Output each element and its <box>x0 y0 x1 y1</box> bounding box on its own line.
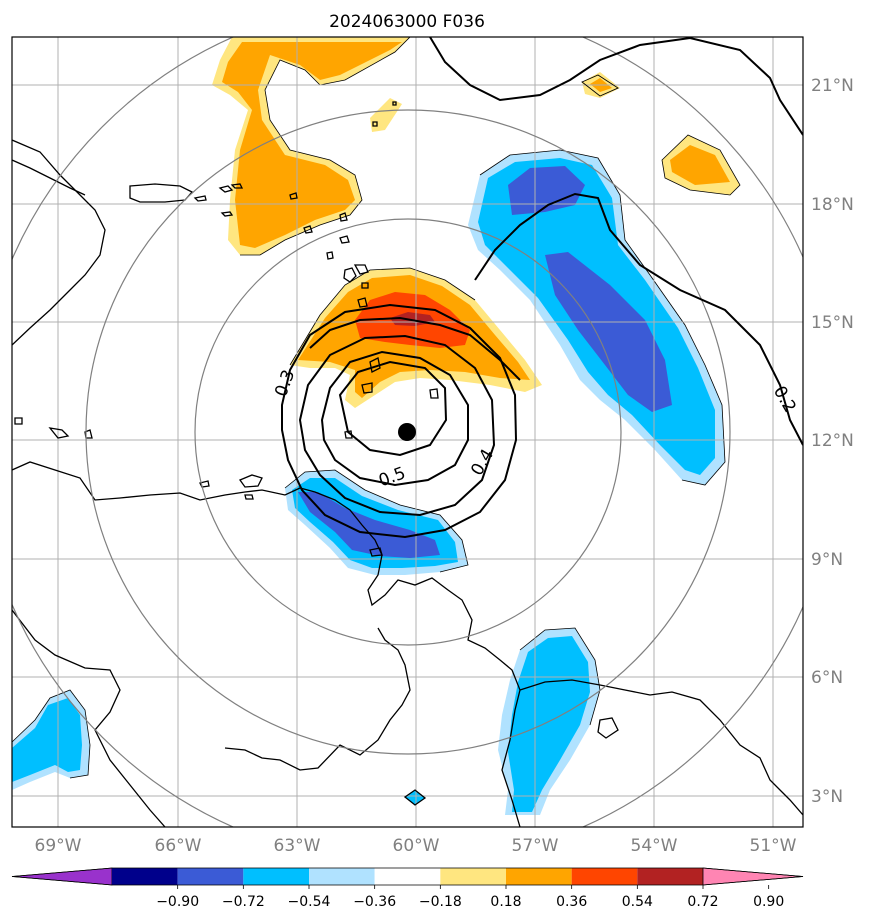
colorbar-tick-label: 0.72 <box>687 894 718 910</box>
colorbar-tick-label: −0.18 <box>419 894 462 910</box>
lat-label-3n: 3°N <box>811 787 843 807</box>
negative-band-east-royal-1 <box>508 166 585 215</box>
colorbar: −0.90 −0.72 −0.54 −0.36 −0.18 0.18 0.36 0.54 0.7… <box>11 867 804 910</box>
negative-area-southwest-sky <box>12 698 82 782</box>
positive-area-small-1 <box>370 98 402 132</box>
colorbar-bin <box>309 868 375 885</box>
colorbar-tick-label: 0.54 <box>622 894 653 910</box>
colorbar-tick-label: −0.54 <box>288 894 331 910</box>
lat-labels: 21°N 18°N 15°N 12°N 9°N 6°N 3°N <box>811 76 854 807</box>
lon-label-66w: 66°W <box>155 836 202 856</box>
colorbar-bin <box>440 868 506 885</box>
colorbar-bin <box>177 868 244 885</box>
lat-label-12n: 12°N <box>811 431 854 451</box>
negative-band-east-royal-2 <box>545 252 672 412</box>
colorbar-bin <box>637 868 703 885</box>
lat-label-15n: 15°N <box>811 313 854 333</box>
storm-center-marker <box>398 423 416 441</box>
map-panel: 0.3 0.4 0.5 0.2 <box>11 36 804 828</box>
bold-contours <box>281 37 803 539</box>
colorbar-tick-label: −0.90 <box>156 894 199 910</box>
coastline-south-america <box>12 461 521 827</box>
lon-label-69w: 69°W <box>35 836 82 856</box>
lat-label-18n: 18°N <box>811 195 854 215</box>
colorbar-tick-label: −0.36 <box>353 894 396 910</box>
coastline-caribbean-west <box>12 139 106 346</box>
lon-label-57w: 57°W <box>512 836 559 856</box>
contour-0-2-north <box>429 37 803 136</box>
contour-0-5 <box>320 350 469 487</box>
contour-0-2-center-north <box>309 316 521 381</box>
colorbar-bin <box>571 868 638 885</box>
negative-band-south-royal <box>298 492 440 558</box>
lon-label-54w: 54°W <box>631 836 678 856</box>
contour-0-5-inner <box>338 360 448 457</box>
positive-area-east-inner <box>670 145 730 185</box>
colorbar-tick-label: −0.72 <box>222 894 265 910</box>
shading-outlines <box>12 37 741 779</box>
lat-label-21n: 21°N <box>811 76 854 96</box>
colorbar-extend-low <box>11 867 113 886</box>
colorbar-tick-label: 0.36 <box>556 894 587 910</box>
colorbar-bin <box>374 868 441 885</box>
colorbar-bin <box>506 868 572 885</box>
coastline-guianas <box>519 679 803 816</box>
lon-label-51w: 51°W <box>750 836 797 856</box>
colorbar-tick-label: 0.90 <box>753 894 784 910</box>
range-ring-2 <box>85 109 731 755</box>
coastline-colombia <box>12 609 166 827</box>
contour-0-4 <box>298 334 496 517</box>
contour-0-2-east <box>474 192 803 446</box>
coastline-caribbean-north <box>12 159 86 196</box>
colorbar-bin <box>112 868 178 885</box>
lon-label-60w: 60°W <box>393 836 440 856</box>
range-ring-1 <box>194 218 622 646</box>
lon-labels: 69°W 66°W 63°W 60°W 57°W 54°W 51°W <box>35 836 797 856</box>
contour-0-3 <box>281 303 518 539</box>
colorbar-extend-high <box>702 867 804 886</box>
lat-label-9n: 9°N <box>811 550 843 570</box>
lon-label-63w: 63°W <box>274 836 321 856</box>
colorbar-tick-label: 0.18 <box>490 894 521 910</box>
range-rings <box>12 37 803 827</box>
colorbar-outline <box>11 867 804 886</box>
chart-title: 2024063000 F036 <box>329 12 485 32</box>
coastlines <box>12 74 803 827</box>
map-frame <box>11 36 804 828</box>
lat-label-6n: 6°N <box>811 668 843 688</box>
positive-area-north-inner <box>222 42 402 248</box>
colorbar-bin <box>243 868 309 885</box>
coastline-inland-venezuela <box>224 627 411 771</box>
